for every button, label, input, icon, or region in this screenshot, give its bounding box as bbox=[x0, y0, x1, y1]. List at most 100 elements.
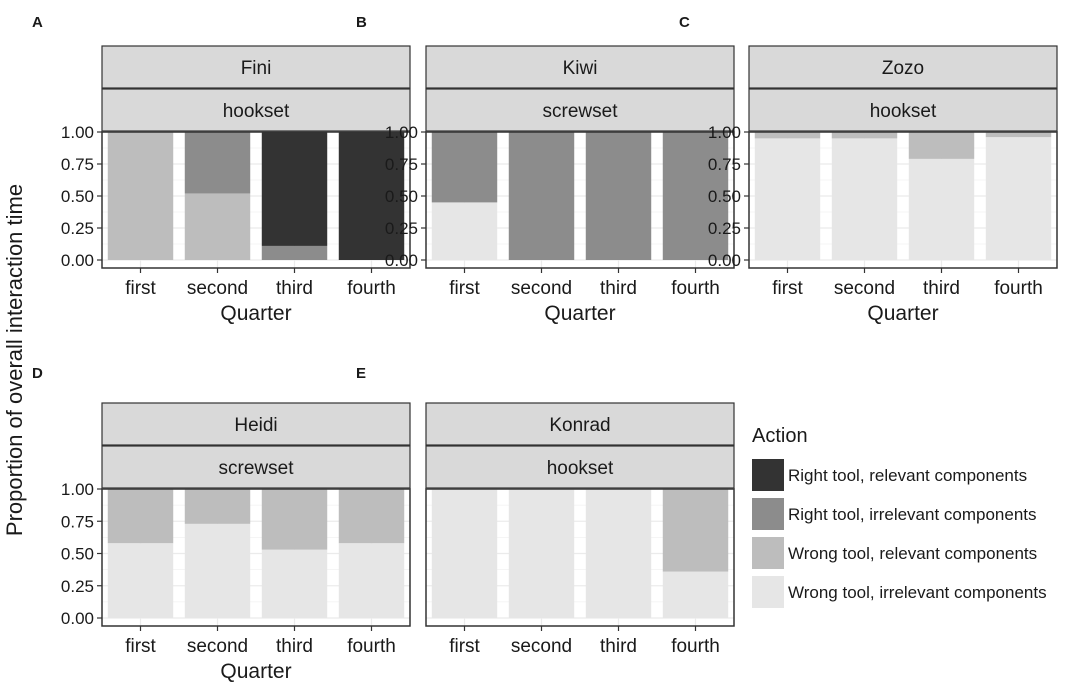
plot-border bbox=[101, 488, 411, 627]
bar-segment bbox=[908, 158, 975, 260]
legend-swatch bbox=[752, 576, 784, 608]
strip-top-bg bbox=[748, 45, 1058, 89]
y-tick-label: 0.00 bbox=[385, 251, 418, 270]
legend-label: Wrong tool, irrelevant components bbox=[788, 583, 1047, 602]
x-tick-label: third bbox=[600, 278, 637, 299]
panel-label: C bbox=[679, 14, 690, 31]
x-tick-label: second bbox=[511, 636, 572, 657]
x-axis-label: Quarter bbox=[220, 660, 291, 683]
bar-segment bbox=[831, 138, 898, 260]
y-tick-label: 0.50 bbox=[385, 187, 418, 206]
y-tick-label: 0.50 bbox=[61, 187, 94, 206]
bar-segment bbox=[985, 132, 1052, 138]
bar-segment bbox=[184, 193, 251, 260]
legend-item: Wrong tool, irrelevant components bbox=[752, 576, 1047, 608]
x-axis-label: Quarter bbox=[867, 302, 938, 325]
bar-segment bbox=[508, 489, 575, 618]
bar-segment bbox=[831, 132, 898, 139]
strip-bottom-bg bbox=[101, 88, 411, 132]
y-tick-label: 1.00 bbox=[708, 123, 741, 142]
strip-bottom-label: screwset bbox=[219, 458, 295, 479]
x-tick-label: first bbox=[772, 278, 803, 299]
bar-segment bbox=[431, 489, 498, 618]
panel-b: B Kiwi screwset first second third fourth 0.00 0… bbox=[356, 14, 735, 325]
bar-segment bbox=[754, 138, 821, 260]
bar-segment bbox=[585, 132, 652, 260]
y-tick-label: 1.00 bbox=[385, 123, 418, 142]
y-tick-label: 0.25 bbox=[708, 219, 741, 238]
bar-segment bbox=[261, 132, 328, 246]
y-tick-label: 0.75 bbox=[61, 155, 94, 174]
bar-segment bbox=[107, 489, 174, 544]
legend-item: Right tool, irrelevant components bbox=[752, 498, 1037, 530]
y-tick-label: 0.00 bbox=[61, 609, 94, 628]
strip-top-label: Zozo bbox=[882, 58, 924, 79]
bar-segment bbox=[261, 245, 328, 260]
plot-border bbox=[425, 488, 735, 627]
strip-top-bg bbox=[101, 402, 411, 446]
legend-label: Right tool, irrelevant components bbox=[788, 505, 1037, 524]
strip-bottom-bg bbox=[425, 88, 735, 132]
bar-segment bbox=[107, 543, 174, 618]
bar-segment bbox=[338, 489, 405, 544]
x-tick-label: second bbox=[187, 636, 248, 657]
y-tick-label: 1.00 bbox=[61, 480, 94, 499]
x-axis-label: Quarter bbox=[544, 302, 615, 325]
x-tick-label: third bbox=[276, 278, 313, 299]
panel-e: E Konrad hookset first second third fourth bbox=[356, 365, 735, 657]
y-tick-label: 0.75 bbox=[385, 155, 418, 174]
bar-segment bbox=[431, 132, 498, 203]
strip-bottom-label: hookset bbox=[223, 101, 290, 122]
strip-top-label: Heidi bbox=[234, 415, 277, 436]
x-tick-label: third bbox=[600, 636, 637, 657]
bar-segment bbox=[431, 202, 498, 260]
x-tick-label: fourth bbox=[994, 278, 1043, 299]
bar-segment bbox=[662, 489, 729, 572]
x-tick-label: fourth bbox=[347, 278, 396, 299]
strip-top-label: Konrad bbox=[549, 415, 610, 436]
x-tick-label: third bbox=[276, 636, 313, 657]
panel-c: C Zozo hookset first second third fourth 0.00 0.… bbox=[679, 14, 1058, 325]
bar-segment bbox=[338, 543, 405, 618]
legend-swatch bbox=[752, 459, 784, 491]
y-tick-label: 0.75 bbox=[61, 512, 94, 531]
x-tick-label: fourth bbox=[347, 636, 396, 657]
x-tick-label: second bbox=[187, 278, 248, 299]
bar-segment bbox=[184, 489, 251, 524]
panel-label: B bbox=[356, 14, 367, 31]
bar-segment bbox=[985, 137, 1052, 260]
y-tick-label: 0.25 bbox=[61, 577, 94, 596]
y-tick-label: 0.50 bbox=[61, 545, 94, 564]
x-tick-label: first bbox=[125, 278, 156, 299]
strip-top-bg bbox=[425, 402, 735, 446]
panel-a: A Fini hookset first second third fourth 0.00 0.… bbox=[32, 14, 411, 325]
bar-segment bbox=[662, 132, 729, 260]
panels: A Fini hookset first second third fourth 0.00 0.… bbox=[32, 14, 1058, 683]
y-tick-label: 1.00 bbox=[61, 123, 94, 142]
strip-bottom-bg bbox=[748, 88, 1058, 132]
x-tick-label: second bbox=[834, 278, 895, 299]
bar-segment bbox=[261, 549, 328, 618]
bar-segment bbox=[261, 489, 328, 550]
x-tick-label: fourth bbox=[671, 636, 720, 657]
bar-segment bbox=[662, 571, 729, 618]
x-tick-label: third bbox=[923, 278, 960, 299]
legend-title: Action bbox=[752, 425, 808, 447]
bar-segment bbox=[754, 132, 821, 139]
panel-label: A bbox=[32, 14, 43, 31]
bar-segment bbox=[338, 132, 405, 260]
y-tick-label: 0.50 bbox=[708, 187, 741, 206]
legend-label: Right tool, relevant components bbox=[788, 466, 1027, 485]
plot-border bbox=[101, 131, 411, 269]
x-axis-label: Quarter bbox=[220, 302, 291, 325]
legend-swatch bbox=[752, 498, 784, 530]
legend-item: Wrong tool, relevant components bbox=[752, 537, 1037, 569]
legend: Action Right tool, relevant components Ri… bbox=[752, 425, 1047, 608]
x-tick-label: first bbox=[125, 636, 156, 657]
strip-top-bg bbox=[101, 45, 411, 89]
plot-border bbox=[748, 131, 1058, 269]
y-tick-label: 0.00 bbox=[708, 251, 741, 270]
strip-bottom-label: hookset bbox=[547, 458, 614, 479]
plot-border bbox=[425, 131, 735, 269]
